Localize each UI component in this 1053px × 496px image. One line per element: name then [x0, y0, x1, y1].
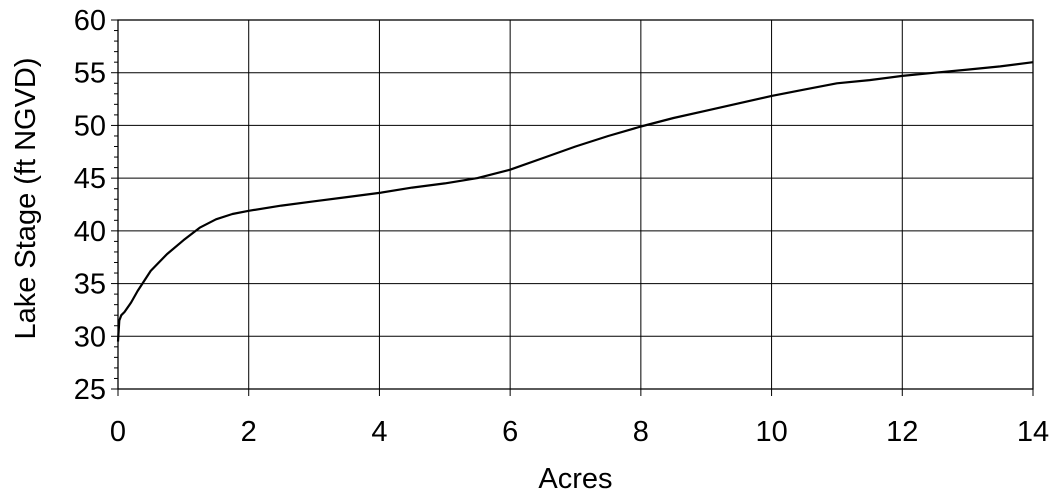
- minor-ticks: [111, 19, 1034, 396]
- x-tick-label: 8: [633, 416, 649, 448]
- x-tick-label: 6: [502, 416, 518, 448]
- y-tick-label: 25: [74, 374, 106, 406]
- x-tick-label: 0: [110, 416, 126, 448]
- x-tick-labels: 0 2 4 6 8 10 12 14: [110, 416, 1049, 448]
- y-tick-label: 60: [74, 5, 106, 37]
- y-tick-label: 45: [74, 163, 106, 195]
- y-tick-label: 55: [74, 58, 106, 90]
- y-tick-labels: 25 30 35 40 45 50 55 60: [74, 5, 106, 406]
- x-tick-label: 2: [241, 416, 257, 448]
- y-tick-label: 35: [74, 269, 106, 301]
- y-tick-label: 40: [74, 216, 106, 248]
- x-tick-label: 4: [371, 416, 387, 448]
- x-tick-label: 12: [886, 416, 918, 448]
- series-line: [116, 61, 1034, 342]
- x-axis-title: Acres: [538, 463, 612, 495]
- x-tick-label: 10: [755, 416, 787, 448]
- plot-frame: [117, 19, 1034, 390]
- y-axis-title: Lake Stage (ft NGVD): [10, 57, 42, 339]
- grid: [118, 20, 1033, 389]
- x-tick-label: 14: [1017, 416, 1049, 448]
- y-tick-label: 50: [74, 110, 106, 142]
- y-tick-label: 30: [74, 321, 106, 353]
